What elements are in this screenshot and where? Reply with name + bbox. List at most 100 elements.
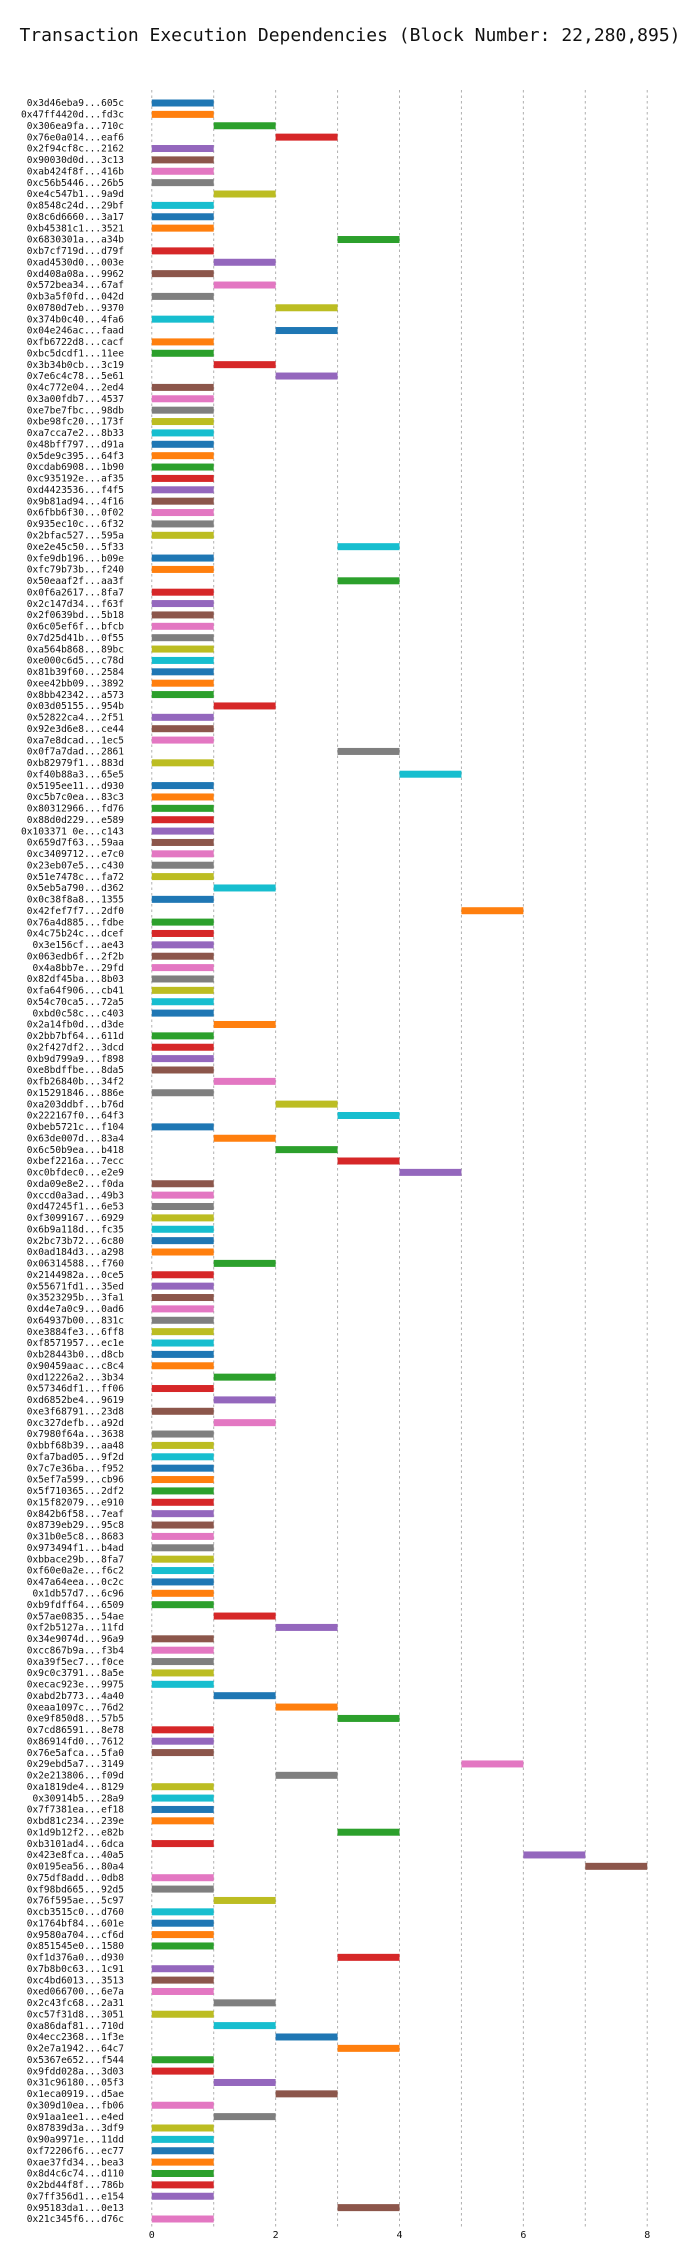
task-bar [151,622,214,630]
task-label: 0x15f82079...e910 [27,1497,125,1508]
task-bar [213,281,276,289]
task-label: 0x34e9074d...96a9 [27,1634,125,1645]
task-label: 0x1db57d7...6c96 [32,1589,124,1600]
task-bar [151,1544,214,1552]
task-bar [151,156,214,164]
y-axis-labels: 0x3d46eba9...605c0x47ff4420d...fd3c0x306… [21,98,124,2225]
task-label: 0x55671fd1...35ed [27,1281,124,1292]
task-label: 0x50eaaf2f...aa3f [27,576,124,587]
task-label: 0xbc5dcdf1...11ee [27,348,125,359]
task-bar [151,349,214,357]
task-label: 0x309d10ea...fb06 [27,2100,125,2111]
task-label: 0xb45381c1...3521 [27,223,125,234]
task-label: 0x4a8bb7e...29fd [32,963,124,974]
task-bar [151,201,214,209]
task-bar [151,1476,214,1484]
task-label: 0xcb3515c0...d760 [27,1907,125,1918]
task-label: 0x86914fd0...7612 [27,1736,124,1747]
task-bar [151,1726,214,1734]
task-label: 0xeaa1097c...76d2 [27,1702,124,1713]
task-label: 0x4c772e04...2ed4 [27,383,125,394]
task-label: 0xb3101ad4...6dca [27,1839,124,1850]
task-bar [151,2124,214,2132]
task-bar [151,1225,214,1233]
task-label: 0xb82979f1...883d [27,758,124,769]
task-bar [151,1237,214,1245]
task-label: 0xbd0c58c...c403 [32,1008,124,1019]
task-bar [275,1623,338,1631]
task-label: 0x1eca0919...d5ae [27,2089,125,2100]
task-label: 0xf72206f6...ec77 [27,2146,124,2157]
task-bar [151,975,214,983]
task-bar [275,133,338,141]
task-bar [151,1441,214,1449]
task-label: 0x5367e652...f544 [27,2055,125,2066]
task-bar [337,1953,400,1961]
task-label: 0x1764bf84...601e [27,1918,125,1929]
task-bar [151,292,214,300]
task-bar [337,1828,400,1836]
task-label: 0xc935192e...af35 [27,474,124,485]
task-bar [275,1703,338,1711]
task-label: 0x973494f1...b4ad [27,1543,124,1554]
task-bar [337,1714,400,1722]
task-label: 0xa86daf81...710d [27,2021,124,2032]
task-label: 0xf60e0a2e...f6c2 [27,1566,124,1577]
task-bar [151,270,214,278]
task-label: 0x0ad184d3...a298 [27,1247,125,1258]
task-bar [151,1214,214,1222]
task-label: 0x15291846...886e [27,1088,125,1099]
task-label: 0xda09e8e2...f0da [27,1179,124,1190]
task-bar [337,747,400,755]
task-bar [151,895,214,903]
task-label: 0xabd2b773...4a40 [27,1691,125,1702]
task-label: 0x6c50b9ea...b418 [27,1145,125,1156]
task-bar [213,1896,276,1904]
task-bar [151,497,214,505]
task-bar [151,1339,214,1347]
task-label: 0xe3f68791...23d8 [27,1406,125,1417]
task-bar [337,1111,400,1119]
task-label: 0x3b34b0cb...3c19 [27,360,125,371]
task-label: 0xc56b5446...26b5 [27,178,124,189]
task-bar [151,1009,214,1017]
task-label: 0x8548c24d...29bf [27,201,124,212]
task-label: 0x76f595ae...5c97 [27,1896,124,1907]
task-bar [213,702,276,710]
task-label: 0x4c75b24c...dcef [27,929,124,940]
task-bar [151,1407,214,1415]
task-bar [151,110,214,118]
task-label: 0x03d05155...954b [27,701,125,712]
task-bar [213,361,276,369]
task-bar [151,929,214,937]
task-bar [151,429,214,437]
task-bar [151,816,214,824]
task-label: 0x6b9a118d...fc35 [27,1224,124,1235]
task-bar [151,338,214,346]
task-bar [151,1123,214,1131]
task-label: 0xc57f31d8...3051 [27,2009,125,2020]
task-label: 0xc4bd6013...3513 [27,1975,124,1986]
task-label: 0x5195ee11...d930 [27,781,125,792]
task-bar [275,327,338,335]
task-bar [151,1680,214,1688]
task-bar [151,1840,214,1848]
task-label: 0x95183da1...0e13 [27,2203,124,2214]
task-bar [151,167,214,175]
task-bar [151,99,214,107]
task-label: 0x21c345f6...d76c [27,2214,124,2225]
task-bar [213,1373,276,1381]
task-label: 0x7e6c4c78...5e61 [27,371,125,382]
task-label: 0xc5b7c0ea...83c3 [27,792,124,803]
task-label: 0x2144982a...0ce5 [27,1270,124,1281]
task-label: 0xc3409712...e7c0 [27,849,125,860]
task-bar [151,463,214,471]
task-label: 0xccd0a3ad...49b3 [27,1190,124,1201]
task-label: 0xe3884fe3...6ff8 [27,1327,125,1338]
task-bar [151,1430,214,1438]
task-bar [151,588,214,596]
task-label: 0x935ec10c...6f32 [27,519,124,530]
task-label: 0x2f94cf8c...2162 [27,144,124,155]
task-label: 0xcdab6908...1b90 [27,462,125,473]
task-bar [151,1987,214,1995]
